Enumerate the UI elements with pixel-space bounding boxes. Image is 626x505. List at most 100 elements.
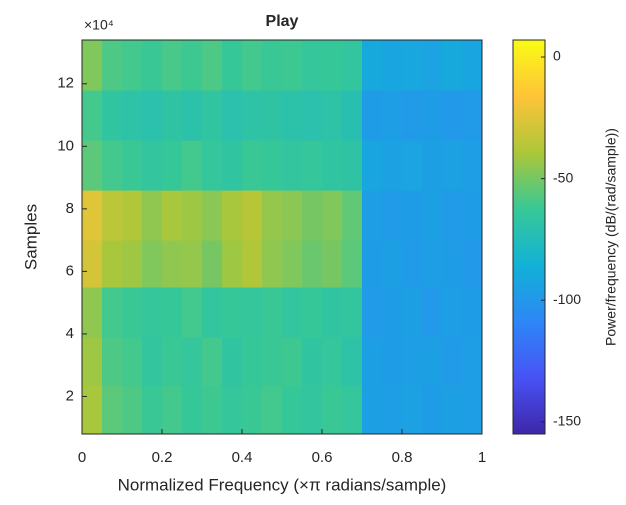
colorbar-swatch [513, 276, 545, 280]
heatmap-cell [282, 385, 303, 435]
heatmap-cell [202, 240, 223, 288]
heatmap-cell [402, 240, 423, 288]
colorbar-swatch [513, 203, 545, 208]
heatmap-cell [382, 40, 403, 91]
colorbar-swatch [513, 207, 545, 212]
heatmap-cell [382, 140, 403, 191]
colorbar-swatch [513, 272, 545, 277]
colorbar-swatch [513, 42, 545, 47]
heatmap-cell [362, 40, 383, 91]
heatmap-cell [242, 140, 263, 191]
heatmap-cell [82, 385, 103, 435]
heatmap-cell [402, 190, 423, 241]
heatmap-cell [182, 385, 203, 435]
colorbar-swatch [513, 430, 545, 435]
colorbar-swatch [513, 148, 545, 152]
colorbar-swatch [513, 151, 545, 156]
colorbar-swatch [513, 102, 545, 106]
colorbar-swatch [513, 233, 545, 238]
heatmap-cell [142, 140, 163, 191]
heatmap-cell [462, 190, 483, 241]
heatmap-cell [342, 190, 363, 241]
heatmap-cell [302, 190, 323, 241]
colorbar-swatch [513, 39, 545, 44]
heatmap-cell [342, 140, 363, 191]
y-axis-label: Samples [21, 204, 40, 270]
colorbar-swatch [513, 59, 545, 64]
colorbar-swatch [513, 361, 545, 366]
heatmap-cell [362, 90, 383, 141]
x-axis-label: Normalized Frequency (×π radians/sample) [118, 475, 447, 494]
colorbar-swatch [513, 210, 545, 215]
heatmap-cell [462, 40, 483, 91]
colorbar-swatch [513, 46, 545, 51]
colorbar-swatch [513, 217, 545, 221]
heatmap-cell [122, 90, 143, 141]
heatmap-cell [182, 40, 203, 91]
heatmap-cell [322, 90, 343, 141]
heatmap-cell [162, 90, 183, 141]
heatmap-cell [462, 385, 483, 435]
colorbar-swatch [513, 305, 545, 310]
heatmap-cell [302, 385, 323, 435]
colorbar-swatch [513, 335, 545, 340]
heatmap-cell [362, 140, 383, 191]
colorbar-swatch [513, 351, 545, 356]
colorbar-swatch [513, 115, 545, 120]
y-tick-label: 8 [66, 200, 74, 217]
colorbar-swatch [513, 62, 545, 67]
heatmap-cell [362, 240, 383, 288]
colorbar-swatch [513, 128, 545, 133]
colorbar-tick-label: -100 [553, 291, 581, 307]
heatmap-cell [162, 140, 183, 191]
colorbar-swatch [513, 427, 545, 432]
heatmap-cell [402, 337, 423, 387]
heatmap-cell [142, 240, 163, 288]
colorbar-swatch [513, 407, 545, 412]
heatmap-cell [202, 140, 223, 191]
colorbar-swatch [513, 387, 545, 392]
x-tick-label: 0 [78, 449, 86, 466]
colorbar-swatch [513, 88, 545, 93]
colorbar-swatch [513, 253, 545, 257]
heatmap-cell [402, 140, 423, 191]
heatmap-cell [282, 240, 303, 288]
heatmap-cell [282, 40, 303, 91]
heatmap-cell [262, 287, 283, 338]
colorbar-swatch [513, 391, 545, 395]
colorbar-swatch [513, 410, 545, 415]
heatmap-cell [322, 337, 343, 387]
heatmap-cell [282, 140, 303, 191]
heatmap-cell [222, 40, 243, 91]
colorbar-swatch [513, 121, 545, 126]
heatmap-cell [182, 287, 203, 338]
heatmap-cell [422, 240, 443, 288]
colorbar-tick-label: -150 [553, 413, 581, 429]
colorbar-swatch [513, 404, 545, 409]
heatmap-cell [462, 240, 483, 288]
heatmap-cell [162, 40, 183, 91]
colorbar-swatch [513, 285, 545, 290]
colorbar-swatch [513, 345, 545, 349]
heatmap-cell [102, 90, 123, 141]
colorbar-swatch [513, 420, 545, 425]
colorbar-swatch [513, 243, 545, 248]
y-scale-label: ×10⁴ [84, 17, 114, 33]
heatmap-cell [102, 140, 123, 191]
colorbar-swatch [513, 299, 545, 303]
x-tick-label: 0.2 [152, 449, 173, 466]
heatmap-cell [82, 287, 103, 338]
heatmap-cell [142, 90, 163, 141]
colorbar-swatch [513, 223, 545, 228]
colorbar-swatch [513, 184, 545, 189]
heatmap-cell [382, 90, 403, 141]
heatmap-cell [382, 190, 403, 241]
heatmap-cell [202, 40, 223, 91]
heatmap-cell [102, 190, 123, 241]
colorbar-swatch [513, 226, 545, 231]
heatmap-cell [442, 190, 463, 241]
heatmap-cell [442, 337, 463, 387]
heatmap-cell [142, 337, 163, 387]
colorbar-swatch [513, 230, 545, 235]
heatmap-cell [122, 240, 143, 288]
